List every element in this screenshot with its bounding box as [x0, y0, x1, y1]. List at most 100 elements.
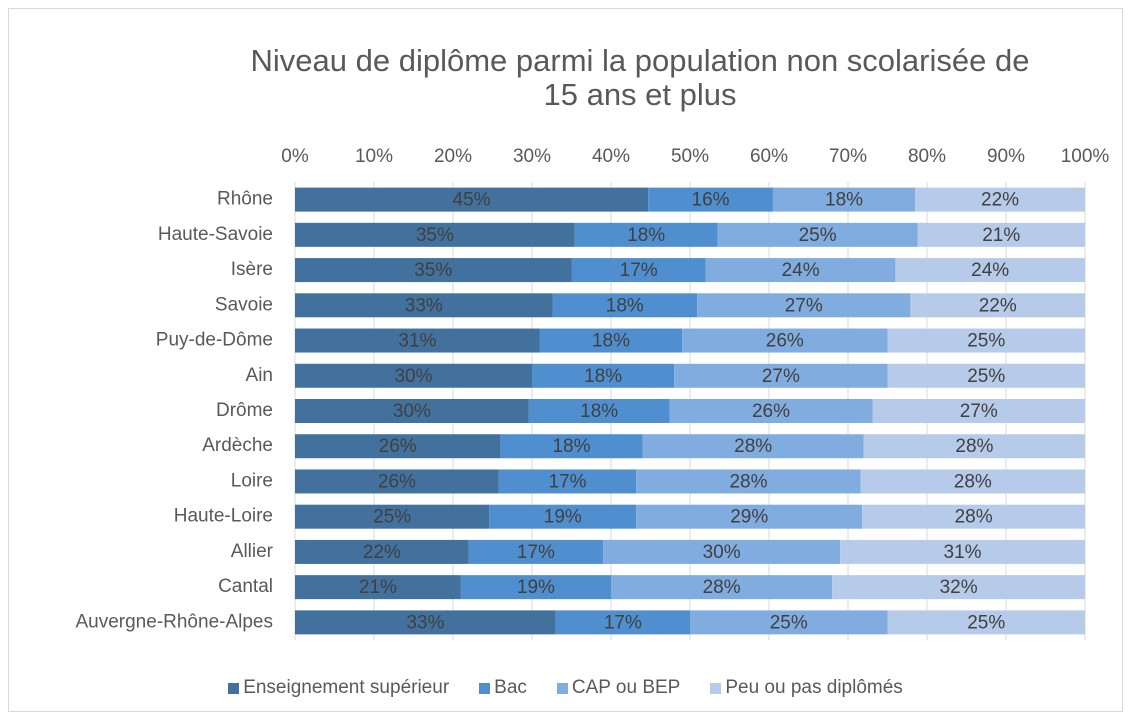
y-tick-label: Cantal [218, 576, 273, 597]
legend-item: Enseignement supérieur [228, 677, 449, 699]
value-label: 27% [785, 295, 823, 316]
legend-item: CAP ou BEP [556, 677, 681, 699]
value-label: 16% [692, 190, 730, 211]
value-label: 17% [549, 471, 587, 492]
bar-segment [674, 363, 888, 388]
y-tick-label: Auvergne-Rhône-Alpes [75, 611, 273, 632]
value-label: 25% [967, 331, 1005, 352]
legend-swatch [228, 682, 240, 694]
bar-segment [555, 610, 690, 635]
value-label: 19% [544, 507, 582, 528]
value-label: 19% [517, 577, 555, 598]
value-label: 17% [517, 542, 555, 563]
y-tick-label: Puy-de-Dôme [156, 330, 273, 351]
bar-segment [840, 539, 1085, 564]
value-label: 25% [373, 507, 411, 528]
value-label: 18% [825, 190, 863, 211]
x-tick-label: 20% [434, 146, 472, 167]
legend-label: Bac [494, 677, 527, 698]
bar-segment [860, 469, 1085, 494]
value-label: 21% [982, 225, 1020, 246]
value-label: 28% [703, 577, 741, 598]
bar-segment [574, 222, 718, 247]
value-label: 25% [967, 366, 1005, 387]
value-label: 18% [580, 401, 618, 422]
x-tick-label: 10% [355, 146, 393, 167]
bar-segment [571, 258, 706, 283]
value-label: 18% [592, 331, 630, 352]
value-label: 30% [703, 542, 741, 563]
y-tick-label: Isère [231, 259, 273, 280]
bar-segment [532, 363, 675, 388]
x-tick-label: 80% [908, 146, 946, 167]
value-label: 18% [552, 436, 590, 457]
bar-segment [872, 399, 1085, 423]
bar-segment [498, 469, 637, 494]
x-tick-label: 30% [513, 146, 551, 167]
legend-swatch [479, 682, 491, 694]
legend-label: Peu ou pas diplômés [725, 677, 903, 698]
value-label: 27% [960, 401, 998, 422]
bar-segment [295, 434, 501, 459]
value-label: 26% [378, 471, 416, 492]
bar-segment [910, 293, 1085, 318]
value-label: 25% [967, 612, 1005, 633]
legend-label: Enseignement supérieur [243, 677, 450, 698]
bar-segment [690, 610, 888, 635]
value-label: 30% [393, 401, 431, 422]
value-label: 17% [604, 612, 642, 633]
y-tick-label: Ardèche [202, 435, 273, 456]
bar-segment [500, 434, 643, 459]
x-tick-label: 40% [592, 146, 630, 167]
value-label: 32% [940, 577, 978, 598]
bar-segment [528, 399, 670, 423]
value-label: 22% [979, 295, 1017, 316]
value-label: 26% [379, 436, 417, 457]
bar-segment [295, 293, 553, 318]
bar-segment [863, 434, 1085, 459]
bar-segment [697, 293, 911, 318]
bar-segment [915, 187, 1085, 212]
legend-swatch [556, 682, 568, 694]
value-label: 28% [734, 436, 772, 457]
value-label: 26% [752, 401, 790, 422]
bar-segment [295, 469, 499, 494]
value-label: 26% [766, 331, 804, 352]
chart-title: Niveau de diplôme parmi la population no… [250, 43, 1030, 112]
bar-segment [682, 328, 888, 353]
bar-segment [832, 575, 1085, 600]
legend-swatch [710, 682, 722, 694]
value-label: 31% [398, 331, 436, 352]
bar-segment [295, 575, 461, 600]
value-label: 25% [770, 612, 808, 633]
bar-segment [895, 258, 1085, 283]
bar-segment [717, 222, 918, 247]
bar-segment [862, 504, 1085, 529]
value-label: 28% [954, 471, 992, 492]
bar-segment [642, 434, 864, 459]
bar-segment [460, 575, 611, 600]
value-label: 28% [955, 507, 993, 528]
bar-segment [887, 610, 1085, 635]
value-label: 30% [394, 366, 432, 387]
value-label: 22% [981, 190, 1019, 211]
bar-segment [295, 504, 490, 529]
value-label: 33% [406, 612, 444, 633]
value-label: 28% [955, 436, 993, 457]
value-label: 31% [944, 542, 982, 563]
legend-label: CAP ou BEP [571, 677, 681, 698]
y-tick-label: Haute-Loire [174, 506, 273, 527]
bar-segment [539, 328, 683, 353]
x-tick-label: 50% [671, 146, 709, 167]
bar-segment [295, 539, 469, 564]
bar-segment [295, 363, 532, 388]
value-label: 21% [359, 577, 397, 598]
value-label: 35% [416, 225, 454, 246]
y-tick-label: Haute-Savoie [158, 224, 273, 245]
x-tick-label: 100% [1061, 146, 1110, 167]
value-label: 22% [363, 542, 401, 563]
bar-segment [669, 399, 873, 423]
bar-segment [295, 328, 540, 353]
